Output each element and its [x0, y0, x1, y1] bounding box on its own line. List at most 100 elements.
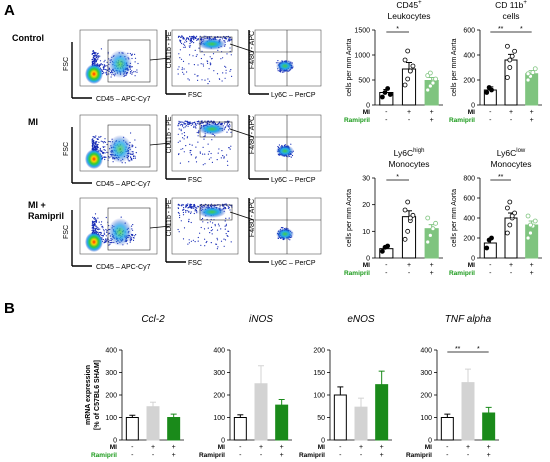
- data-point: [385, 243, 391, 249]
- gate-arrow: [149, 57, 172, 61]
- event-dot: [110, 76, 112, 78]
- group-sign: -: [339, 452, 342, 459]
- y-axis-label: cells per mm Aorta: [346, 189, 353, 247]
- event-dot: [228, 38, 230, 40]
- event-dot: [196, 35, 198, 38]
- density-hotspot: [108, 50, 132, 78]
- y-axis-label: FSC: [63, 57, 70, 71]
- row-label-mi: MI: [28, 117, 38, 128]
- event-dot: [98, 64, 101, 66]
- event-dot: [134, 75, 136, 77]
- row-label-control: Control: [12, 33, 44, 44]
- event-dot: [93, 52, 95, 55]
- chart-title: iNOS: [249, 314, 273, 325]
- significance-label: **: [498, 174, 504, 181]
- panel-label-a: A: [4, 2, 15, 19]
- event-dot: [197, 64, 199, 66]
- y-axis-label: mRNA expression: [85, 365, 92, 425]
- data-point: [425, 215, 431, 221]
- event-dot: [136, 71, 138, 73]
- event-dot: [94, 55, 96, 58]
- event-dot: [106, 69, 108, 71]
- group-sign: -: [408, 270, 411, 277]
- group-row-label: Ramipril: [449, 270, 475, 277]
- event-dot: [99, 55, 101, 57]
- data-point: [509, 53, 515, 59]
- event-dot: [181, 42, 183, 45]
- event-dot: [227, 40, 229, 42]
- event-dot: [225, 66, 227, 68]
- event-dot: [184, 46, 186, 48]
- event-dot: [179, 49, 181, 51]
- data-point: [433, 76, 439, 82]
- event-dot: [98, 56, 100, 58]
- event-dot: [185, 38, 188, 40]
- data-point: [430, 80, 436, 86]
- group-sign: -: [360, 452, 363, 459]
- bar: [440, 417, 454, 441]
- y-axis-label: cells per mm Aorta: [346, 38, 353, 96]
- significance-label: *: [477, 346, 480, 353]
- event-dot: [100, 64, 102, 66]
- group-sign: +: [280, 452, 284, 459]
- data-point: [530, 70, 536, 75]
- group-sign: -: [260, 452, 263, 459]
- event-dot: [194, 73, 196, 75]
- group-sign: +: [280, 444, 284, 451]
- data-point: [528, 230, 533, 236]
- data-point: [532, 218, 538, 224]
- y-tick-label: 400: [105, 348, 117, 355]
- y-tick-label: 200: [313, 348, 325, 355]
- event-dot: [131, 70, 133, 72]
- row-label-line: Control: [12, 33, 44, 43]
- group-row-label: MI: [468, 109, 475, 116]
- event-dot: [222, 57, 224, 59]
- row-label-line: MI: [28, 117, 38, 127]
- event-dot: [193, 64, 195, 66]
- bar: [482, 412, 496, 441]
- event-dot: [96, 56, 98, 58]
- group-sign: +: [430, 270, 434, 277]
- y-tick-label: 400: [420, 348, 432, 355]
- group-sign: -: [131, 452, 134, 459]
- event-dot: [208, 68, 210, 70]
- data-point: [525, 213, 531, 219]
- event-dot: [97, 52, 99, 54]
- event-dot: [197, 79, 199, 81]
- group-sign: +: [487, 444, 491, 451]
- data-point: [525, 235, 531, 241]
- y-tick-label: 30: [362, 176, 370, 183]
- group-sign: +: [380, 444, 384, 451]
- event-dot: [134, 71, 136, 73]
- event-dot: [229, 37, 231, 39]
- group-row-label: Ramipril: [449, 117, 475, 124]
- event-dot: [207, 62, 209, 64]
- event-dot: [134, 53, 136, 56]
- chart-title: CD 11b+: [495, 0, 527, 10]
- event-dot: [194, 49, 196, 52]
- y-tick-label: 300: [213, 370, 225, 377]
- event-dot: [190, 41, 192, 43]
- bar: [525, 224, 539, 259]
- y-tick-label: 200: [105, 393, 117, 400]
- data-point: [484, 245, 490, 251]
- data-point: [430, 226, 436, 232]
- y-tick-label: 300: [105, 370, 117, 377]
- event-dot: [193, 35, 195, 37]
- event-dot: [209, 56, 211, 58]
- event-dot: [191, 37, 193, 40]
- group-sign: +: [530, 109, 534, 116]
- group-row-label: Ramipril: [199, 452, 225, 459]
- event-dot: [103, 65, 105, 67]
- event-dot: [182, 60, 185, 63]
- y-tick-label: 300: [420, 370, 432, 377]
- event-dot: [229, 40, 231, 42]
- event-dot: [96, 59, 98, 62]
- event-dot: [202, 65, 205, 67]
- y-tick-label: 1500: [354, 28, 370, 35]
- data-point: [405, 228, 411, 234]
